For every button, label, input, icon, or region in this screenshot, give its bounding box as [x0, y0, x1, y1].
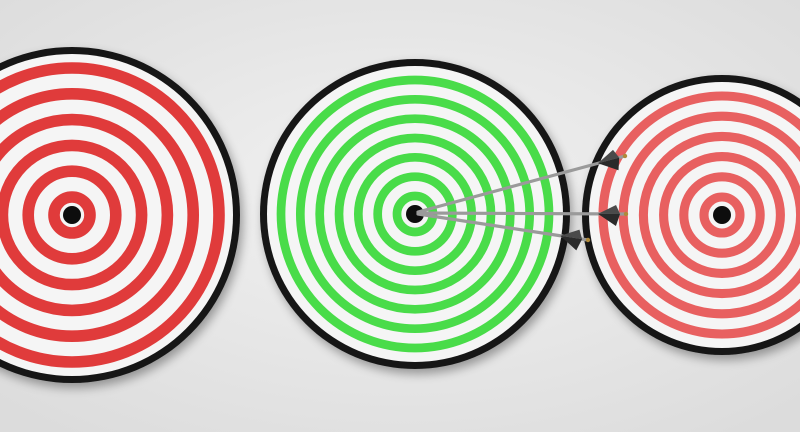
arrow-lower-fletching: [560, 235, 583, 251]
left-target-ring: [48, 191, 96, 239]
arrow-middle: [416, 204, 629, 226]
left-target: [0, 47, 240, 383]
right-target-ring: [659, 152, 785, 278]
arrow-middle-fletching: [598, 213, 621, 226]
right-target-ring: [699, 192, 745, 238]
arrows-group: [416, 149, 629, 251]
left-target-ring: [0, 62, 225, 368]
left-target-ring: [22, 165, 122, 265]
right-target-ring: [679, 172, 765, 258]
arrow-middle-fletching: [598, 204, 621, 214]
arrow-lower-nock: [585, 237, 591, 243]
arrow-upper: [416, 149, 628, 214]
arrow-lower-shaft: [416, 212, 590, 242]
left-target-ring: [0, 88, 199, 342]
center-target-bullseye: [406, 205, 424, 223]
left-target-ring: [0, 113, 174, 317]
arrow-lower-fletching: [560, 229, 583, 240]
arrow-upper-shaft: [416, 154, 627, 214]
arrow-upper-fletching: [597, 149, 620, 164]
left-target-ring: [0, 139, 148, 291]
right-target-face: [589, 82, 800, 348]
arrow-middle-shaft: [416, 211, 628, 216]
arrow-middle-nock: [623, 211, 629, 217]
arrow-upper-nock: [622, 153, 628, 159]
left-target-bullseye: [63, 206, 81, 224]
arrow-lower: [416, 212, 591, 251]
arrow-upper-fletching: [597, 157, 620, 171]
right-target-bullseye: [713, 206, 731, 224]
right-target-ring: [638, 131, 800, 299]
